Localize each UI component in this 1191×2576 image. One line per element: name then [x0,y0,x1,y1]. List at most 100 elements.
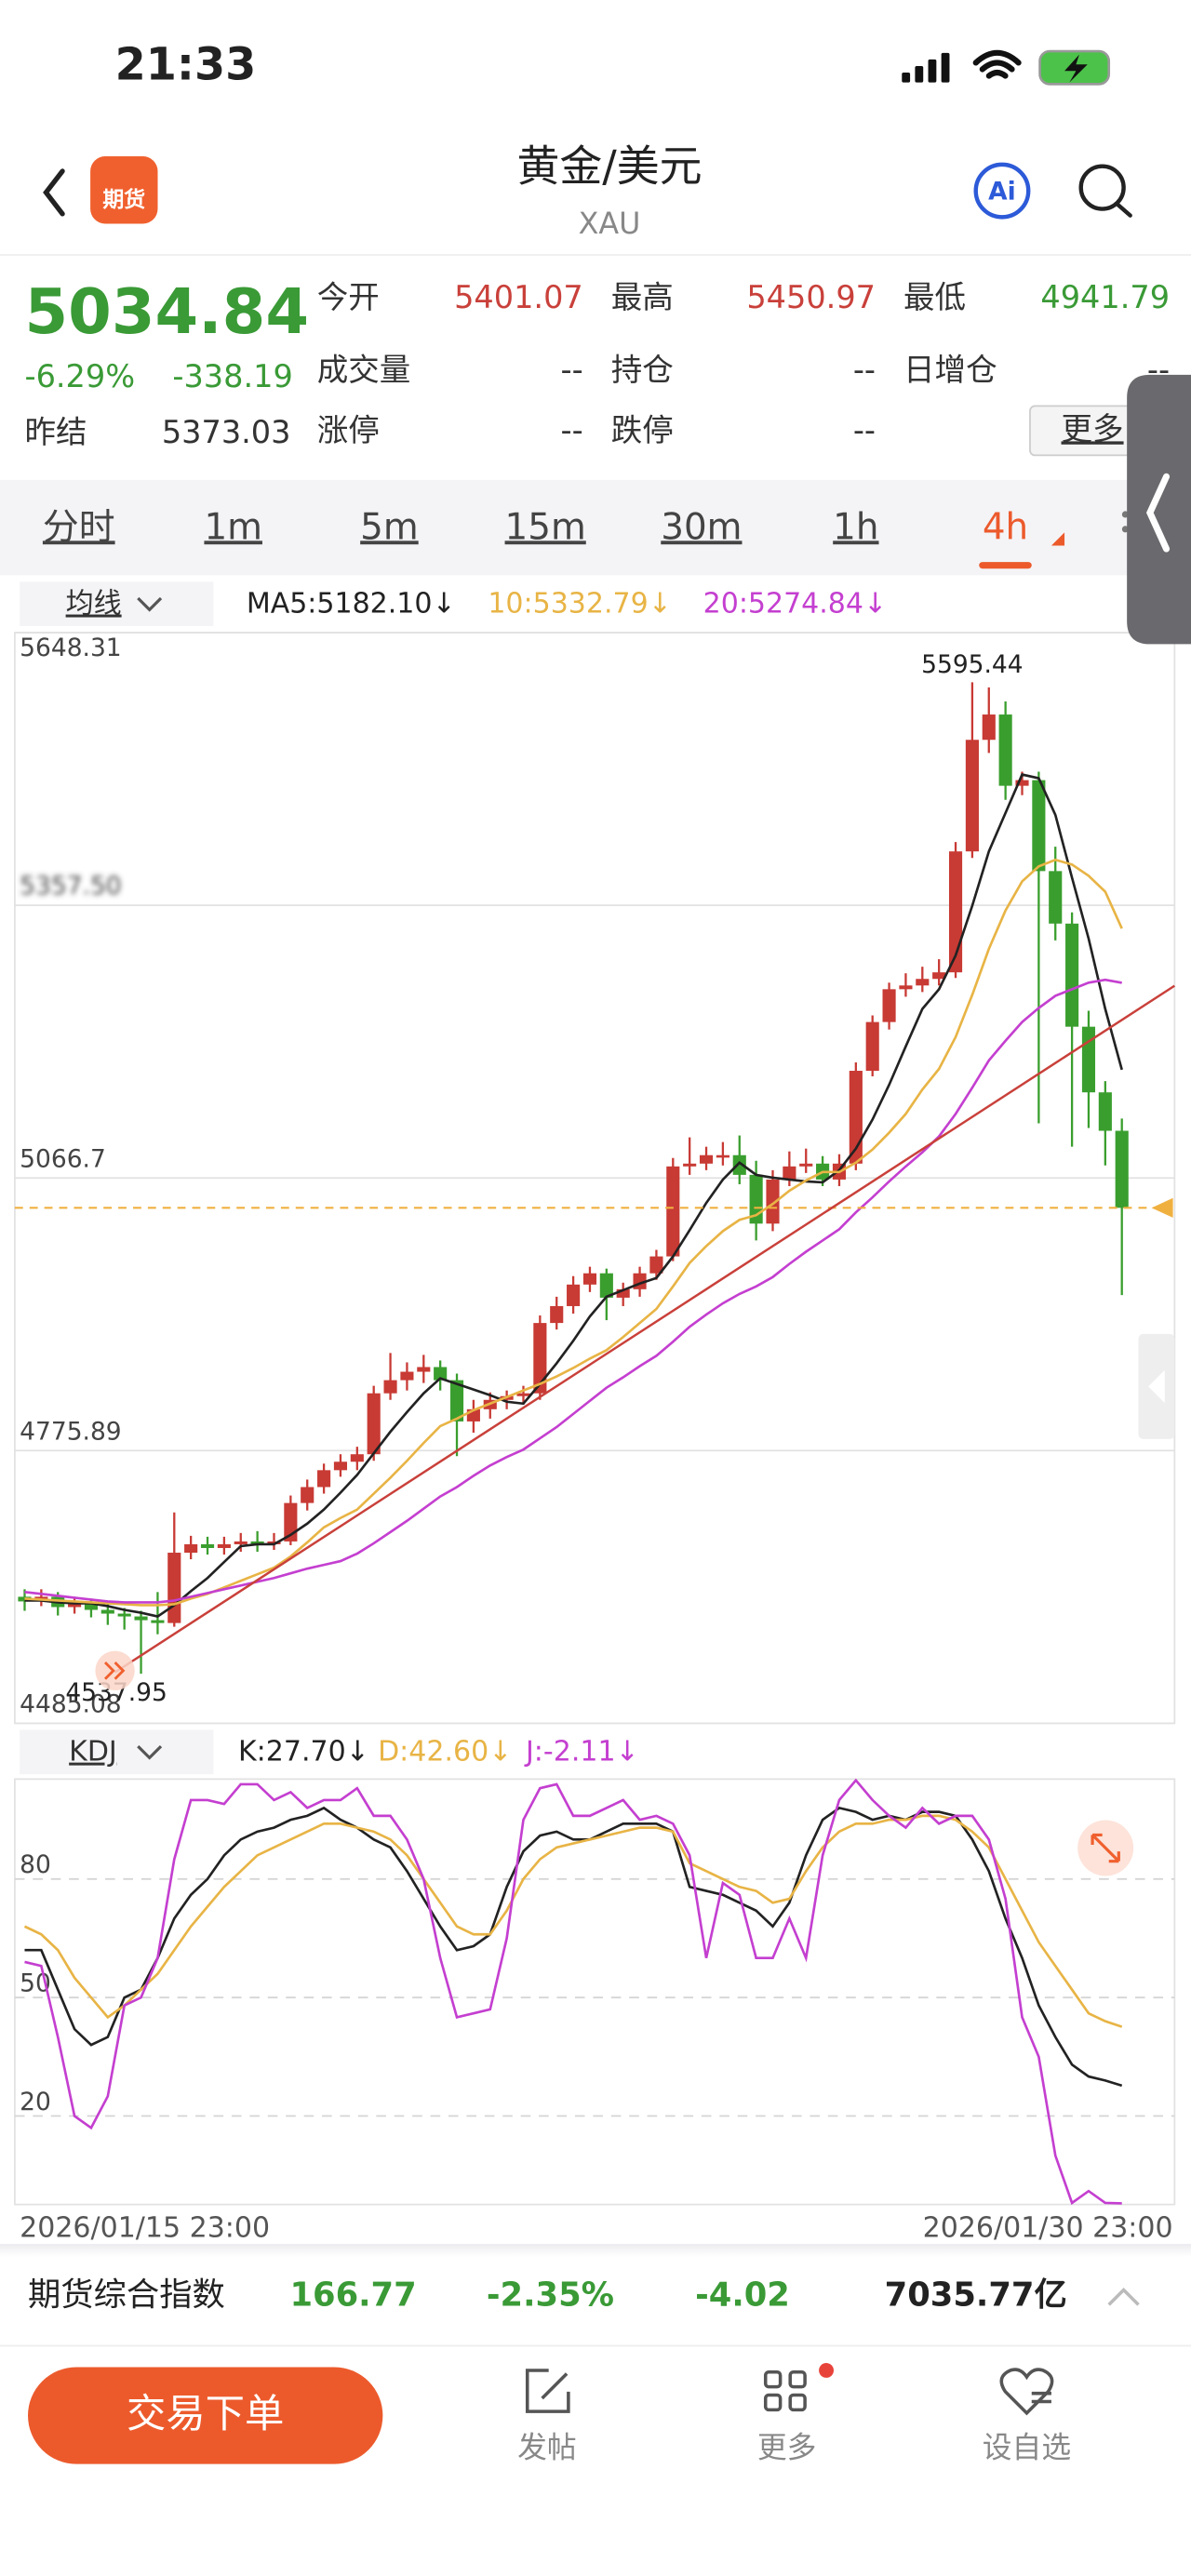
candle-body [400,1371,414,1381]
index-value: 166.77 [289,2276,416,2315]
kdj-toggle[interactable] [20,1729,214,1775]
interval-tab[interactable]: 30m [661,506,742,548]
y-tick-label: 5648.31 [20,634,121,662]
candle-body [383,1380,397,1394]
field-label: 日增仓 [903,352,997,388]
interval-tab[interactable]: 5m [360,506,419,548]
field-label: 今开 [317,279,380,315]
index-turnover: 7035.77亿 [885,2276,1067,2315]
candle-body [167,1553,181,1623]
candle-body [550,1305,564,1324]
back-button[interactable] [43,168,65,217]
candle-body [1081,1026,1096,1093]
interval-tab[interactable]: 1m [204,506,262,548]
kdj-toggle-label: KDJ [69,1736,117,1768]
candle-body [882,989,896,1022]
legend-d: D:42.60↓ [378,1736,512,1768]
field-label: 涨停 [317,412,380,448]
badge-dot [819,2363,834,2378]
candle-body [865,1021,879,1072]
clock: 21:33 [115,40,257,91]
chevron [137,596,163,612]
candle-body [217,1543,231,1548]
y-tick-label: 5357.50 [20,872,121,901]
candle-body [184,1543,198,1554]
ai-label: Ai [988,177,1016,206]
index-name: 期货综合指数 [28,2276,225,2315]
more-icon[interactable] [763,2369,807,2412]
index-change-pct: -2.35% [487,2276,614,2315]
candle-body [716,1155,729,1158]
divider [0,2244,1191,2258]
field-label: 最低 [903,279,966,315]
series-line [23,1814,1123,2028]
candle-body [151,1620,165,1623]
post-icon[interactable] [525,2369,570,2413]
candle-body [932,972,946,980]
last-price-marker [1151,1197,1173,1218]
last-price: 5034.84 [24,275,309,348]
field-value: 5450.97 [746,279,876,315]
candle-body [1015,780,1029,786]
nav-label: 发帖 [517,2432,577,2465]
y-tick-label: 4775.89 [20,1417,121,1446]
ai-button[interactable] [973,162,1031,220]
candle-body [1065,923,1079,1027]
candle-body [234,1541,248,1544]
candle-body [1098,1092,1112,1131]
charging-icon [1064,54,1088,83]
search-button[interactable] [1078,164,1126,211]
candle-body [649,1256,663,1274]
candle-body [516,1393,530,1396]
x-label-end: 2026/01/30 23:00 [923,2212,1173,2245]
candle-body [567,1284,581,1306]
watch-icon[interactable] [999,2368,1054,2416]
nav-label: 更多 [757,2432,817,2465]
candle-body [616,1288,630,1298]
expand-icon[interactable] [1107,2287,1140,2306]
interval-tab[interactable]: 分时 [43,506,115,548]
chevron [137,1744,163,1760]
side-drawer[interactable] [1127,374,1191,645]
nav-label: 设自选 [983,2432,1071,2465]
legend-ma20: 20:5274.84↓ [703,588,887,621]
candle-body [699,1155,714,1164]
candle-body [666,1166,680,1257]
candle-body [434,1367,448,1381]
signal-icon [902,52,950,83]
candle-body [965,740,979,852]
active-underline [979,562,1032,569]
candle-body [982,714,996,741]
ma-toggle[interactable] [20,581,214,626]
interval-tabs: 分时 1m 5m 15m 30m 1h 4h [43,506,1065,569]
series-line [24,1806,1123,2088]
trade-button[interactable] [28,2367,383,2464]
badge-label: 期货 [102,187,145,212]
candle-body [68,1603,82,1608]
candle-body [582,1273,597,1285]
candle-body [683,1163,697,1167]
legend-j: J:-2.11↓ [524,1736,639,1768]
y-tick-label: 5066.7 [20,1144,106,1173]
legend-ma10: 10:5332.79↓ [488,588,671,621]
page-title: 黄金/美元 [516,141,702,192]
interval-tab[interactable]: 15m [505,506,586,548]
field-value: -- [561,352,583,388]
interval-tab[interactable]: 4h [983,506,1028,548]
ma-toggle-label: 均线 [66,588,122,621]
side-tab-icon [1148,1369,1165,1404]
y-tick-label: 20 [20,2088,51,2116]
interval-tab[interactable]: 1h [833,506,878,548]
app-badge [90,156,158,224]
candle-body [84,1603,99,1610]
legend-ma5: MA5:5182.10↓ [247,588,456,621]
kdj-panel [14,1778,1176,2206]
series-line [24,978,1122,1604]
field-value: -- [561,412,583,448]
candle-body [350,1454,364,1462]
series-line [24,773,1123,1618]
index-change: -4.02 [695,2276,790,2315]
